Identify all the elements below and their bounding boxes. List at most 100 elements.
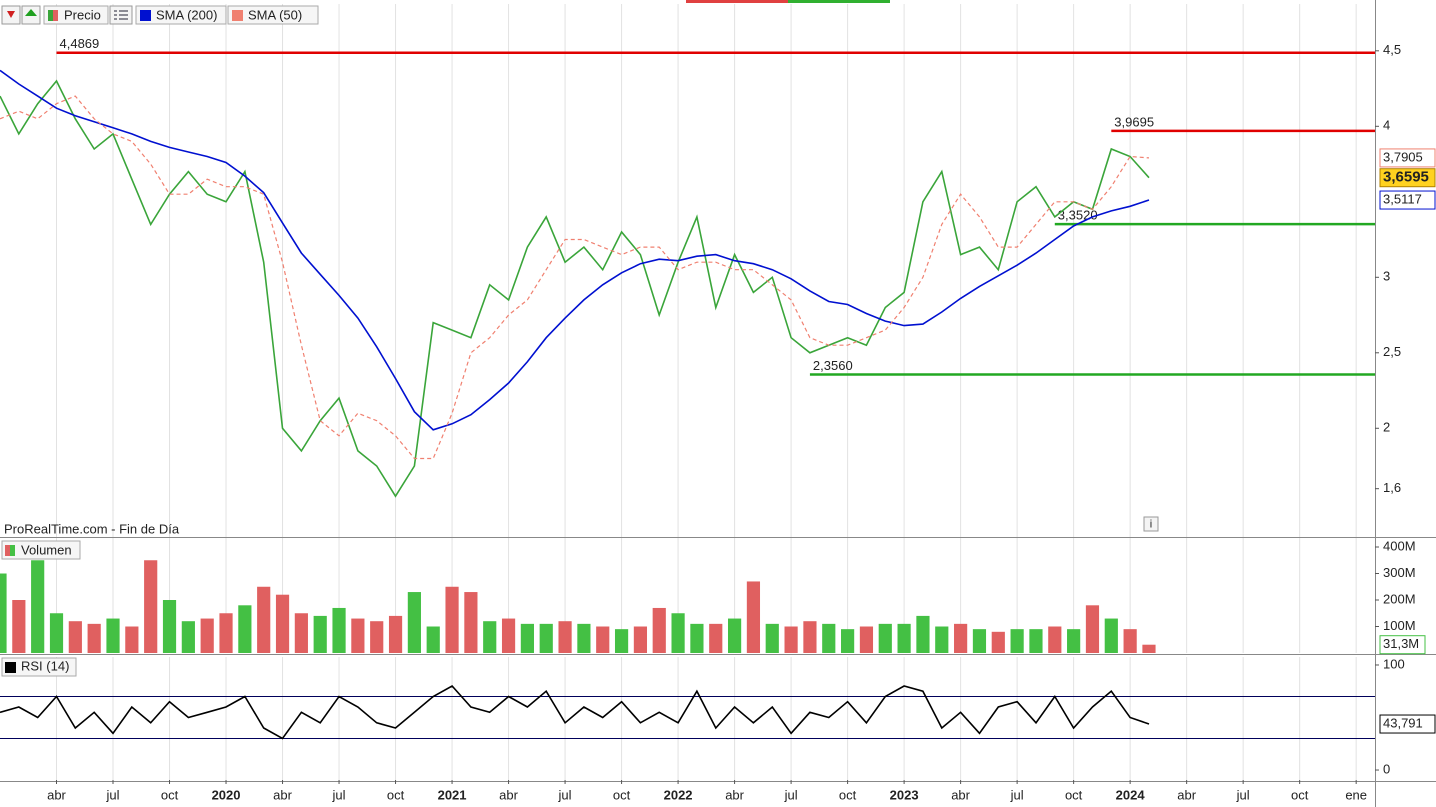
level-label: 2,3560 [813,358,853,373]
legend-label: SMA (200) [156,7,217,22]
x-tick-label: abr [47,787,66,802]
value-tag-label: 3,5117 [1383,191,1422,206]
volume-bar [426,626,440,653]
info-icon: i [1150,518,1152,530]
icon [25,9,37,16]
volume-bar [784,626,798,653]
volume-bar [897,623,911,653]
volume-bar [31,560,45,653]
x-tick-label: oct [839,787,857,802]
panel-header[interactable] [1,540,81,560]
y-tick-label: 4,5 [1383,42,1401,57]
value-tag-label: 3,6595 [1383,169,1429,186]
volume-bar [558,621,572,653]
y-tick-label: 100 [1383,656,1405,671]
x-tick-label: oct [1065,787,1083,802]
legend-box[interactable] [135,5,227,25]
value-tag-label: 31,3M [1383,636,1419,651]
x-tick-label: 2020 [212,787,241,802]
volume-bar [596,626,610,653]
volume-bar [954,623,968,653]
volume-bar [1029,629,1043,653]
x-tick-label: 2023 [890,787,919,802]
volume-bar [991,631,1005,653]
x-tick-label: jul [784,787,798,802]
legend-swatch [10,545,15,556]
series-line [0,79,1150,498]
volume-bar [501,618,516,653]
volume-bar [445,586,459,653]
volume-bar [332,607,346,653]
volume-bar [727,618,742,653]
x-tick-label: jul [106,787,120,802]
volume-bar [181,621,195,653]
volume-bar [765,623,779,653]
series-line [0,684,1150,740]
volume-bar [1123,629,1137,653]
value-tag [1379,168,1436,188]
panel-title: Volumen [21,542,72,557]
legend-swatch [140,10,151,21]
volume-bar [313,615,327,653]
volume-bar [407,592,421,653]
volume-bar [106,618,120,653]
volume-bar [1142,644,1156,653]
volume-bar [351,618,365,653]
volume-bar [539,623,553,653]
info-button[interactable] [1143,516,1159,532]
x-tick-label: 2024 [1116,787,1146,802]
y-tick-label: 1,6 [1383,480,1401,495]
top-strip [788,0,890,3]
volume-bar [822,623,836,653]
value-tag-label: 3,7905 [1383,149,1423,164]
top-strip [686,0,788,3]
volume-bar [12,600,26,653]
volume-bar [238,605,252,653]
volume-bar [614,629,629,653]
y-tick-label: 300M [1383,565,1416,580]
volume-bar [200,618,214,653]
x-tick-label: oct [161,787,179,802]
volume-bar [294,613,308,653]
volume-bar [577,623,591,653]
x-tick-label: abr [273,787,292,802]
x-tick-label: abr [499,787,518,802]
volume-bar [520,623,534,653]
value-tag-label: 43,791 [1383,715,1423,730]
volume-bar [219,613,233,653]
legend-box[interactable] [43,5,109,25]
volume-bar [125,626,139,653]
panel-title: RSI (14) [21,658,69,673]
level-label: 3,9695 [1114,114,1154,129]
legend-swatch [53,10,58,21]
volume-bar [671,613,685,653]
x-tick-label: abr [1177,787,1196,802]
legend-box[interactable] [227,5,319,25]
volume-bar [633,626,648,653]
volume-bar [275,594,290,653]
volume-bar [859,626,874,653]
volume-bar [464,592,478,653]
y-tick-label: 400M [1383,538,1416,553]
y-tick-label: 4 [1383,118,1390,133]
volume-bar [49,613,64,653]
volume-bar [1010,629,1024,653]
volume-bar [690,623,704,653]
panel-header[interactable] [1,657,77,677]
volume-bar [935,626,949,653]
volume-bar [803,621,817,653]
legend-swatch [5,545,10,556]
x-tick-label: oct [1291,787,1309,802]
volume-bar [972,629,987,653]
volume-bar [1085,605,1100,653]
volume-bar [916,615,930,653]
y-tick-label: 0 [1383,761,1390,776]
axes: 4,5 4 3 2,5 2 1,6 3,6595 3,5117 3,7905 Precio SMA … [1,5,1436,802]
x-tick-label: 2022 [664,787,693,802]
volume-bar [0,573,7,653]
volume-bar [1048,626,1062,653]
y-tick-label: 3 [1383,269,1390,284]
